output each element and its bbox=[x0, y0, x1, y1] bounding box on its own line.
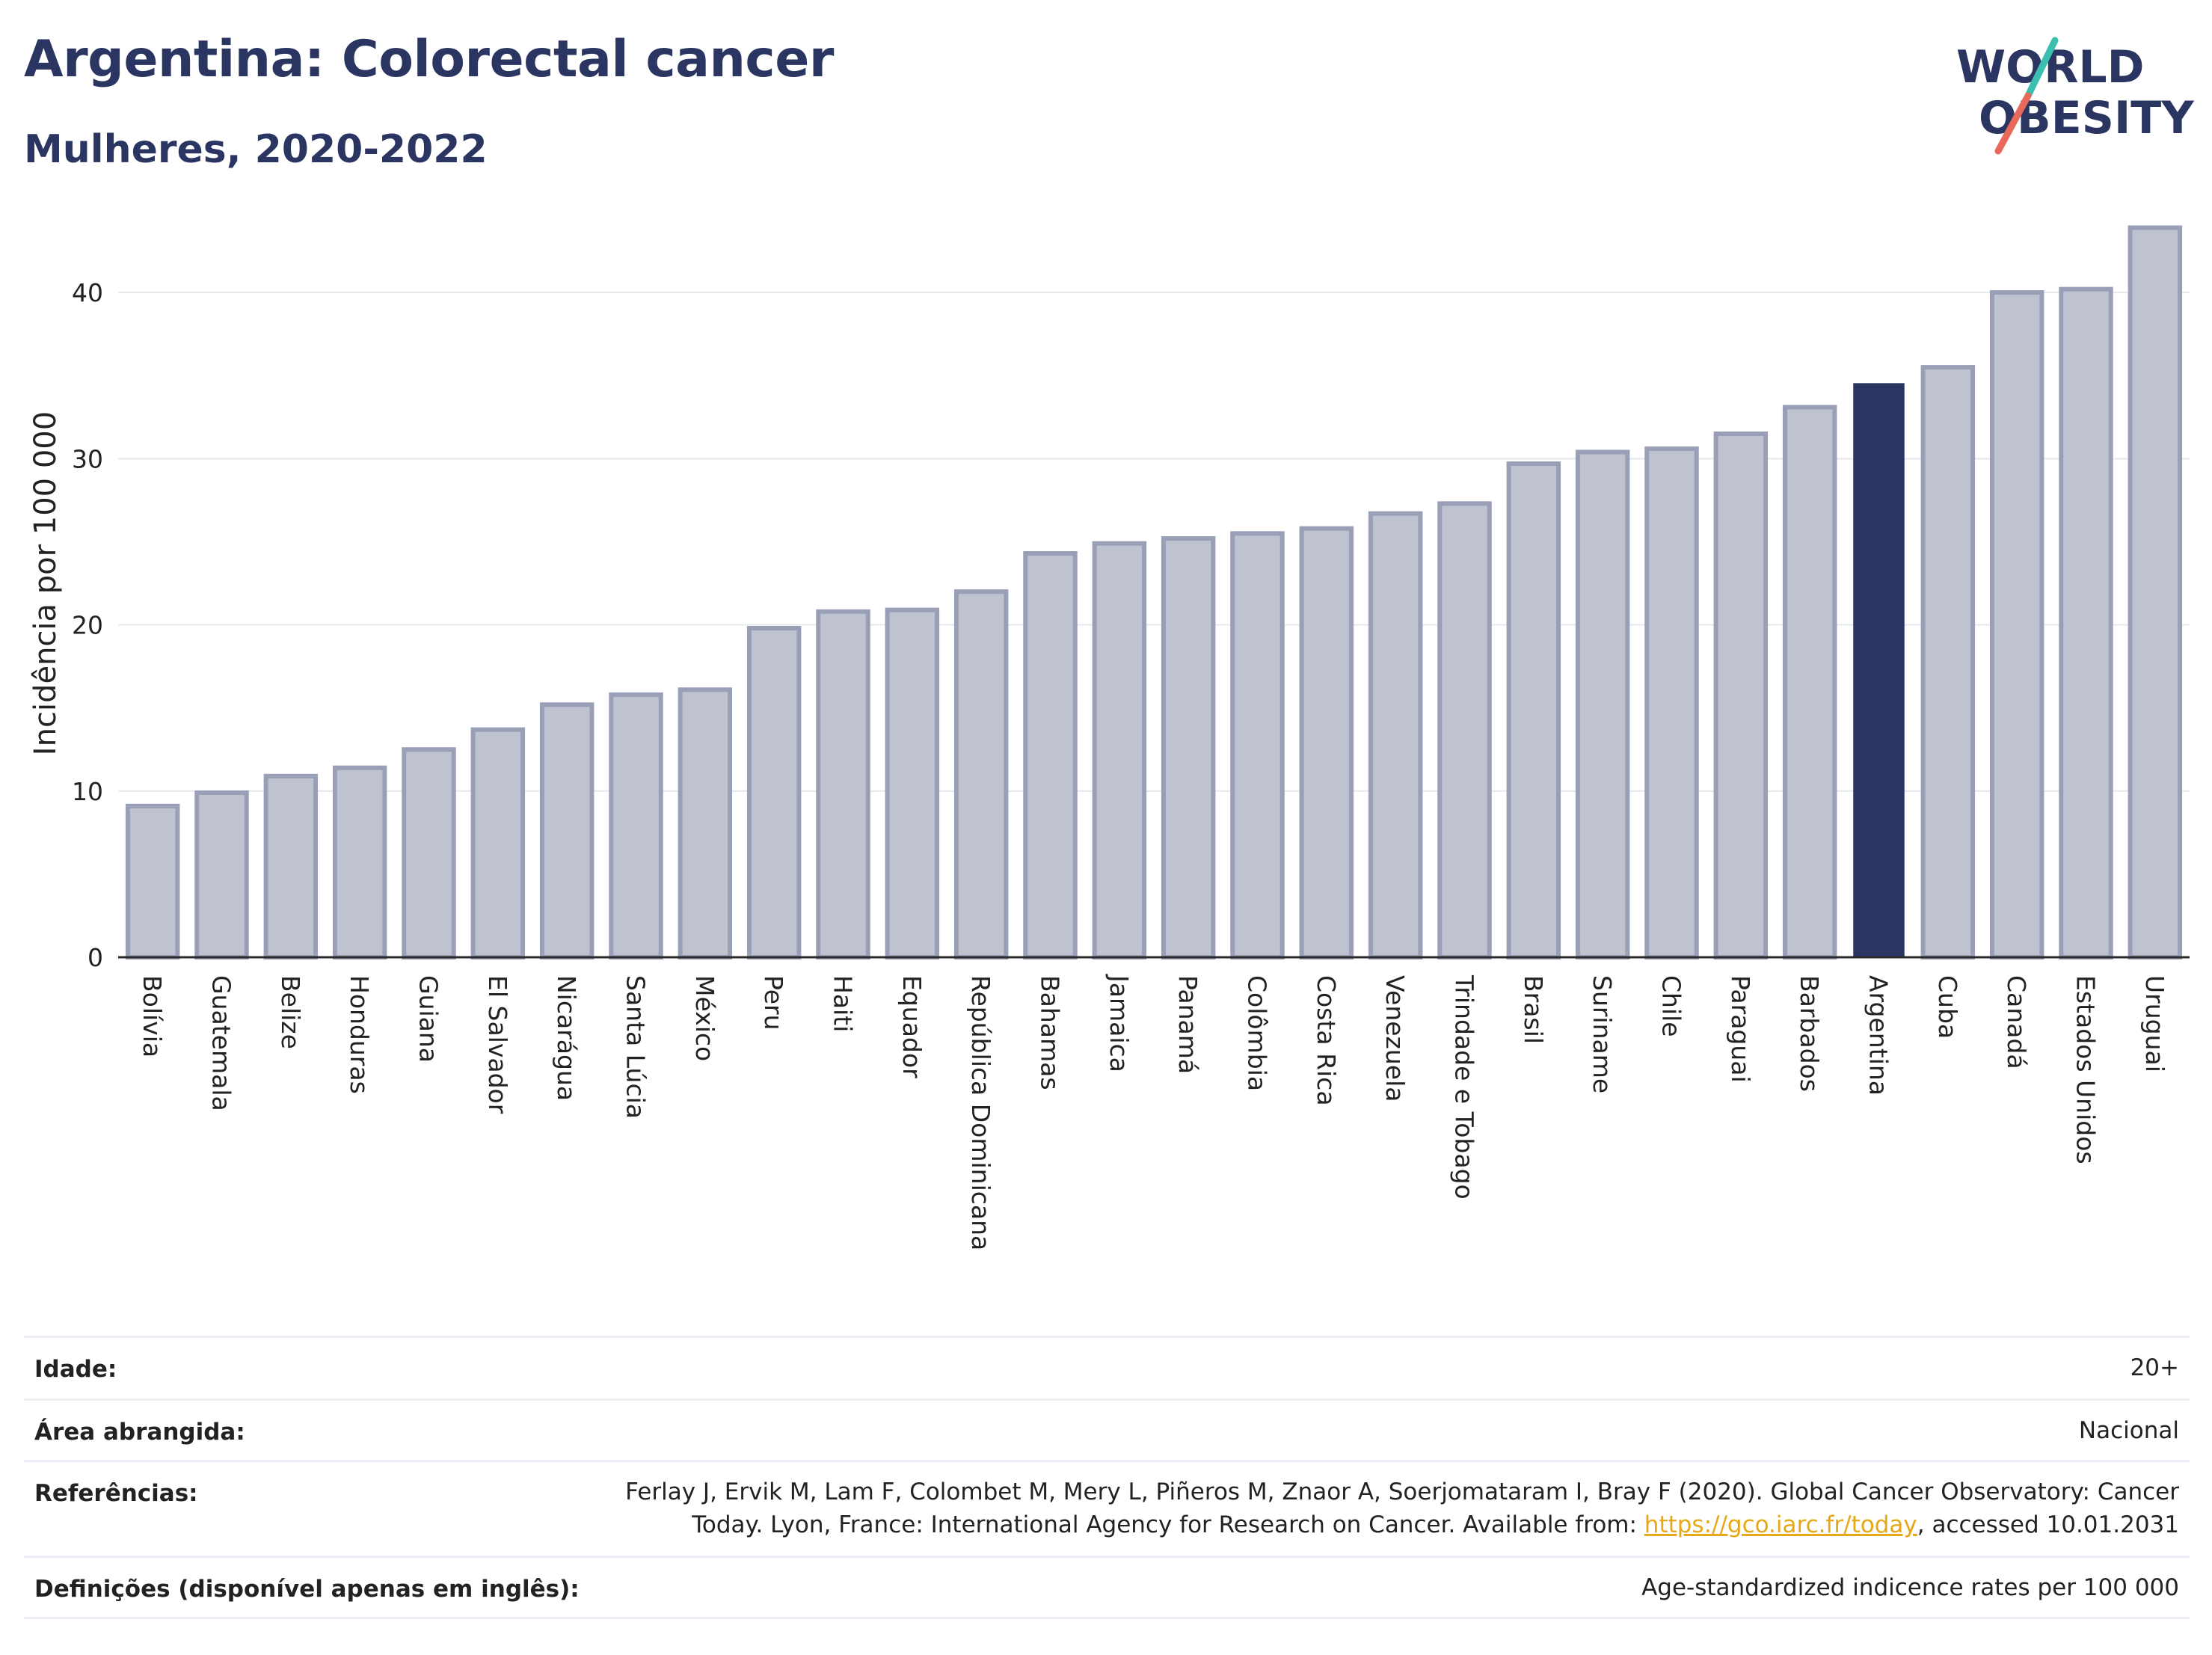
bar-venezuela bbox=[1368, 511, 1423, 959]
bar-m-xico bbox=[678, 687, 733, 959]
area-value: Nacional bbox=[2078, 1417, 2179, 1444]
bar-el-salvador bbox=[470, 727, 526, 959]
x-tick-label: Haiti bbox=[829, 975, 858, 1032]
age-label: Idade: bbox=[34, 1356, 117, 1383]
bar-haiti bbox=[816, 609, 870, 959]
logo-slash-coral bbox=[1994, 92, 2032, 155]
y-tick-label: 0 bbox=[87, 943, 103, 972]
x-tick-label: Suriname bbox=[1588, 975, 1617, 1093]
bar-bol-via bbox=[125, 803, 180, 960]
info-row-references: Referências: Ferlay J, Ervik M, Lam F, C… bbox=[24, 1460, 2190, 1558]
x-tick-label: Panamá bbox=[1173, 975, 1202, 1074]
bar-estados-unidos bbox=[2059, 286, 2113, 959]
bar-cuba bbox=[1920, 365, 1976, 960]
bar-col-mbia bbox=[1230, 531, 1285, 959]
x-tick-label: Guatemala bbox=[207, 975, 236, 1111]
y-tick-label: 20 bbox=[72, 611, 103, 640]
y-axis-label: Incidência por 100 000 bbox=[28, 411, 63, 755]
x-tick-label: Colômbia bbox=[1243, 975, 1272, 1091]
x-tick-label: Equador bbox=[897, 975, 927, 1078]
x-tick-label: Costa Rica bbox=[1312, 975, 1341, 1106]
bar-suriname bbox=[1575, 449, 1630, 959]
bar-barbados bbox=[1782, 405, 1837, 959]
x-tick-label: Paraguai bbox=[1726, 975, 1755, 1083]
info-row-definitions: Definições (disponível apenas em inglês)… bbox=[24, 1556, 2190, 1619]
x-tick-label: República Dominicana bbox=[966, 975, 995, 1250]
x-tick-label: Canadá bbox=[2002, 975, 2031, 1069]
x-tick-label: Cuba bbox=[1933, 975, 1962, 1039]
bar-guatemala bbox=[194, 790, 249, 959]
bar-brasil bbox=[1506, 461, 1561, 959]
references-link[interactable]: https://gco.iarc.fr/today bbox=[1644, 1511, 1917, 1538]
bar-nicar-gua bbox=[539, 702, 595, 959]
bar-chile bbox=[1644, 446, 1699, 959]
x-tick-label: Belize bbox=[276, 975, 305, 1049]
info-table: Idade: 20+ Área abrangida: Nacional Refe… bbox=[24, 1336, 2190, 1620]
page-subtitle: Mulheres, 2020-2022 bbox=[24, 127, 488, 172]
bar-paraguai bbox=[1713, 432, 1769, 959]
x-tick-label: Uruguai bbox=[2140, 975, 2169, 1072]
world-obesity-logo: WORLD OBESITY bbox=[1956, 37, 2195, 155]
x-tick-label: Guiana bbox=[414, 975, 443, 1063]
bar-rep-blica-dominicana bbox=[953, 589, 1009, 959]
bar-equador bbox=[885, 607, 940, 959]
bar-trindade-e-tobago bbox=[1437, 501, 1492, 959]
bar-costa-rica bbox=[1299, 526, 1354, 959]
x-tick-label: Jamaica bbox=[1105, 974, 1134, 1072]
bar-peru bbox=[746, 626, 802, 959]
x-tick-label: Honduras bbox=[345, 975, 374, 1094]
bar-canad- bbox=[1989, 290, 2044, 960]
references-line1: Ferlay J, Ervik M, Lam F, Colombet M, Me… bbox=[625, 1479, 2179, 1505]
x-tick-label: Trindade e Tobago bbox=[1450, 974, 1479, 1200]
references-value: Ferlay J, Ervik M, Lam F, Colombet M, Me… bbox=[384, 1476, 2179, 1541]
x-tick-label: El Salvador bbox=[483, 975, 512, 1114]
page-title: Argentina: Colorectal cancer bbox=[24, 30, 834, 89]
bar-panam- bbox=[1161, 536, 1216, 959]
x-tick-label: Santa Lúcia bbox=[621, 975, 651, 1119]
x-tick-label: Bahamas bbox=[1036, 975, 1065, 1090]
info-bottom-rule bbox=[24, 1617, 2190, 1619]
references-line2-start: Today. Lyon, France: International Agenc… bbox=[692, 1511, 1644, 1538]
info-row-age: Idade: 20+ bbox=[24, 1336, 2190, 1401]
age-value: 20+ bbox=[2130, 1354, 2179, 1381]
bar-uruguai bbox=[2127, 225, 2183, 959]
y-tick-label: 10 bbox=[72, 777, 103, 806]
bar-layer bbox=[125, 225, 2183, 960]
references-line2-end: , accessed 10.01.2031 bbox=[1917, 1511, 2179, 1538]
bar-honduras bbox=[332, 765, 387, 959]
bar-guiana bbox=[402, 747, 456, 959]
x-tick-label: Argentina bbox=[1864, 975, 1893, 1096]
bar-argentina bbox=[1853, 383, 1905, 958]
area-label: Área abrangida: bbox=[34, 1419, 245, 1446]
axis-layer: 0 10 20 30 40 Bolívia Guatemala Belize Honduras G… bbox=[72, 278, 2190, 1250]
info-row-area: Área abrangida: Nacional bbox=[24, 1398, 2190, 1462]
x-tick-label: Estados Unidos bbox=[2071, 975, 2101, 1164]
grid-layer bbox=[118, 292, 2190, 792]
x-tick-label: Brasil bbox=[1519, 975, 1548, 1044]
bar-belize bbox=[263, 773, 319, 960]
x-tick-label: Peru bbox=[759, 975, 788, 1031]
bar-santa-l-cia bbox=[609, 692, 663, 960]
x-tick-label: Nicarágua bbox=[552, 975, 581, 1101]
x-tick-label: Barbados bbox=[1795, 975, 1824, 1092]
y-tick-label: 40 bbox=[72, 278, 103, 307]
references-label: Referências: bbox=[34, 1480, 198, 1507]
bar-jamaica bbox=[1092, 541, 1147, 959]
references-line2: Today. Lyon, France: International Agenc… bbox=[384, 1508, 2179, 1541]
bar-bahamas bbox=[1023, 551, 1078, 959]
x-tick-label: México bbox=[690, 975, 719, 1061]
x-tick-label: Bolívia bbox=[138, 975, 167, 1057]
logo-slash-teal bbox=[2024, 37, 2059, 99]
bar-chart: 0 10 20 30 40 Bolívia Guatemala Belize Honduras G… bbox=[28, 225, 2190, 1250]
x-tick-label: Venezuela bbox=[1380, 975, 1410, 1102]
y-tick-label: 30 bbox=[72, 444, 103, 473]
x-tick-label: Chile bbox=[1657, 975, 1686, 1037]
definitions-value: Age-standardized indicence rates per 100… bbox=[1641, 1574, 2179, 1601]
definitions-label: Definições (disponível apenas em inglês)… bbox=[34, 1576, 580, 1603]
